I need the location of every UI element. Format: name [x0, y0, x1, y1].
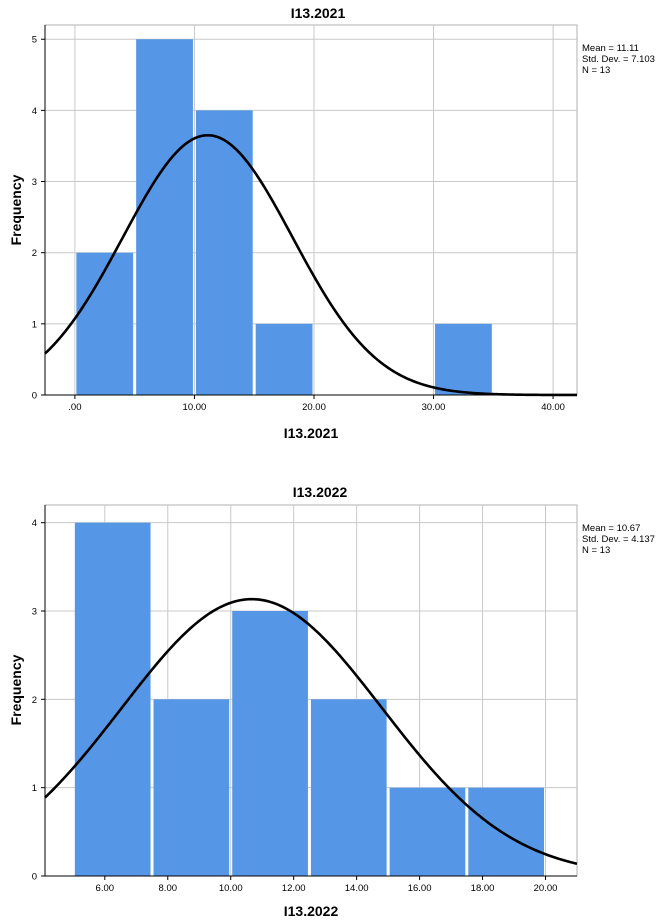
stat-n: N = 13 [582, 545, 610, 556]
stat-std-dev: Std. Dev. = 7.103 [582, 54, 655, 65]
stat-mean: Mean = 10.67 [582, 523, 640, 534]
histogram-bar [136, 39, 193, 395]
histogram-bar [389, 787, 466, 876]
y-tick-label: 1 [32, 783, 37, 794]
x-tick-label: 20.00 [534, 883, 558, 894]
normal-curve [44, 133, 577, 397]
histogram-bar [153, 699, 230, 876]
x-tick-label: 8.00 [159, 883, 178, 894]
x-tick-label: 16.00 [408, 883, 432, 894]
y-axis-label: Frequency [8, 174, 24, 245]
x-tick-label: 6.00 [96, 883, 115, 894]
histogram-bar [468, 787, 545, 876]
stat-mean: Mean = 11.11 [582, 43, 639, 54]
stat-std-dev: Std. Dev. = 4.137 [582, 534, 655, 545]
stat-n: N = 13 [582, 65, 610, 76]
y-tick-label: 0 [32, 391, 37, 402]
y-tick-label: 5 [32, 35, 37, 46]
y-tick-label: 3 [32, 177, 37, 188]
x-tick-label: 10.00 [183, 402, 207, 413]
y-tick-label: 4 [32, 518, 37, 529]
y-tick-label: 2 [32, 695, 37, 706]
histogram-bar [232, 611, 308, 876]
y-tick-label: 3 [32, 607, 37, 618]
y-tick-label: 4 [32, 106, 37, 117]
x-tick-label: 20.00 [302, 402, 326, 413]
y-tick-label: 0 [32, 872, 37, 883]
histogram-chart-2021: I13.2021 Frequency I13.2021 Mean = 11.11… [8, 5, 655, 441]
y-tick-label: 2 [32, 248, 37, 259]
y-tick-label: 1 [32, 319, 37, 330]
x-tick-label: 10.00 [219, 883, 243, 894]
histogram-bar [76, 252, 134, 395]
histogram-bar [255, 323, 313, 395]
x-tick-label: 30.00 [422, 402, 446, 413]
x-tick-label: 18.00 [471, 883, 495, 894]
normal-curve [44, 597, 578, 866]
chart-title: I13.2021 [291, 5, 346, 21]
x-tick-label: 14.00 [345, 883, 369, 894]
x-axis-label: I13.2021 [284, 425, 339, 441]
histogram-bar [195, 110, 253, 395]
x-tick-label: 40.00 [541, 402, 565, 413]
x-axis-label: I13.2022 [284, 903, 339, 919]
x-tick-label: 12.00 [282, 883, 306, 894]
y-axis-label: Frequency [8, 654, 24, 725]
histogram-chart-2022: I13.2022 Frequency I13.2022 Mean = 10.67… [8, 484, 655, 919]
histogram-bar [435, 323, 492, 395]
x-tick-label: .00 [68, 402, 81, 413]
chart-title: I13.2022 [293, 484, 348, 500]
histogram-bar [74, 522, 151, 876]
histogram-bar [310, 699, 387, 876]
